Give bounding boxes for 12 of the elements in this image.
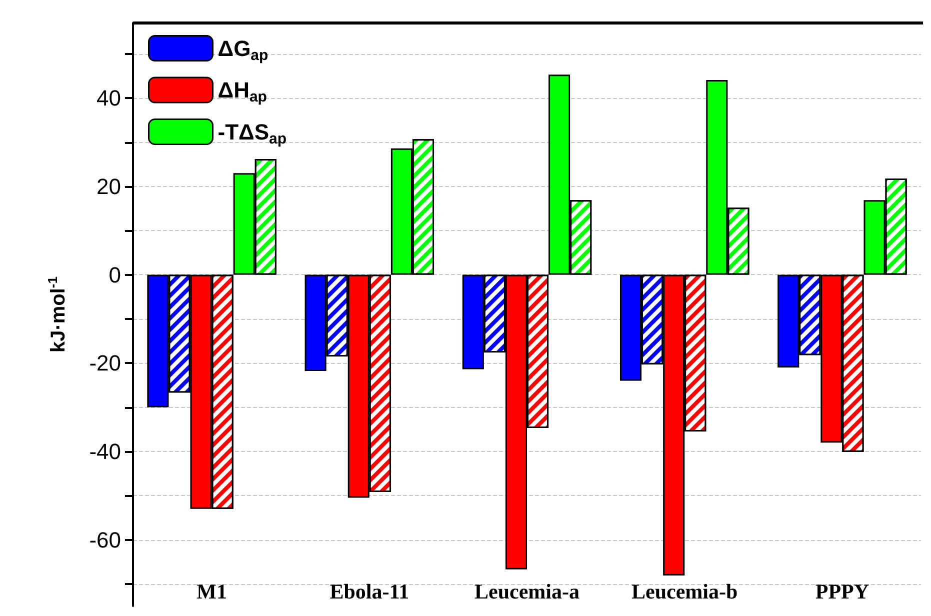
- x-tick-label: M1: [196, 580, 227, 604]
- y-tick-label: -20: [89, 350, 121, 376]
- y-tick-label: 40: [96, 86, 121, 111]
- y-tick-label: -60: [89, 527, 121, 552]
- x-tick-label: Ebola-11: [330, 580, 410, 604]
- x-tick-label: PPPY: [815, 580, 870, 604]
- y-tick-label: 0: [108, 262, 121, 288]
- y-tick-label: 20: [96, 174, 121, 199]
- x-tick-label: Leucemia-b: [632, 580, 738, 604]
- y-axis-title: kJ·mol-1: [45, 276, 70, 353]
- x-tick-label: Leucemia-a: [474, 580, 580, 604]
- y-tick-label: -40: [89, 438, 121, 464]
